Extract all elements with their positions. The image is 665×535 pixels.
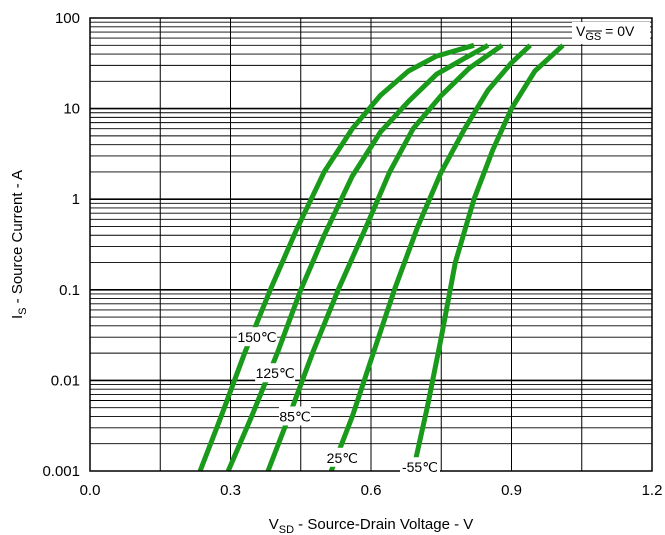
y-tick-labels: 0.001 0.01 0.1 1 10 100 (42, 10, 80, 480)
x-tick-label: 0.0 (80, 482, 101, 499)
y-tick-label: 1 (72, 191, 80, 208)
x-tick-label: 0.9 (501, 482, 522, 499)
series-label: 25℃ (327, 450, 358, 466)
y-axis-label: IS - Source Current - A (9, 170, 29, 319)
y-tick-label: 0.1 (59, 282, 80, 299)
series-label-background (399, 457, 440, 477)
series-label-background (279, 406, 312, 426)
y-tick-label: 100 (55, 10, 80, 27)
series-label: 85℃ (279, 408, 310, 424)
series-label: -55℃ (402, 459, 438, 475)
series-line (328, 43, 532, 472)
series-line (265, 43, 504, 472)
y-tick-label: 10 (63, 101, 80, 118)
x-tick-labels: 0.0 0.3 0.6 0.9 1.2 (80, 482, 663, 499)
x-axis-label: VSD - Source-Drain Voltage - V (269, 516, 474, 535)
x-tick-label: 0.6 (361, 482, 382, 499)
series-line (410, 43, 565, 472)
series-label: 150℃ (237, 329, 276, 345)
series-label-background (255, 363, 296, 383)
y-tick-label: 0.001 (42, 463, 80, 480)
series-labels: 150℃ 125℃ 85℃ 25℃ -55℃ (237, 327, 440, 477)
grid (90, 18, 652, 471)
y-tick-label: 0.01 (51, 372, 80, 389)
condition-label-background (572, 22, 650, 44)
series-line (197, 42, 475, 472)
condition-label: VGS = 0V (572, 22, 650, 44)
plot-frame (89, 17, 653, 472)
series-label: 125℃ (256, 365, 295, 381)
x-tick-label: 1.2 (642, 482, 663, 499)
condition-label-text: VGS = 0V (576, 23, 635, 43)
x-tick-label: 0.3 (220, 482, 241, 499)
series-label-background (237, 327, 278, 347)
series-label-background (326, 447, 359, 467)
